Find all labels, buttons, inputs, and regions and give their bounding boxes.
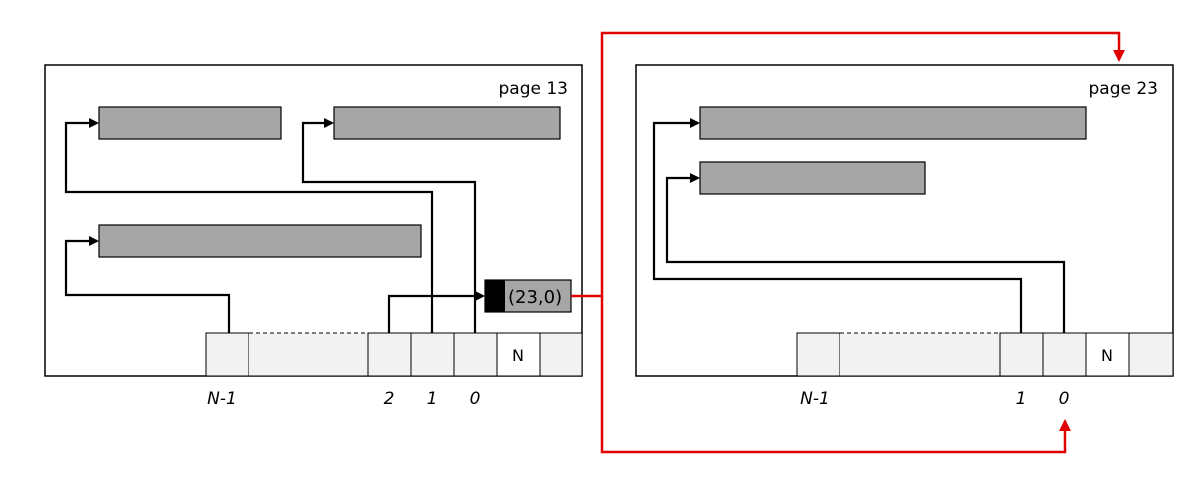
record-slot-1 <box>699 161 926 195</box>
page-23-index-1: 1 <box>1016 389 1027 409</box>
pointer-slot-0 <box>652 118 1023 333</box>
page-13-slot-directory: N <box>205 332 583 377</box>
page-13-index-2: 2 <box>384 389 395 409</box>
slot-gap <box>840 333 1000 376</box>
page-13-index-n-minus-1: N-1 <box>207 389 237 409</box>
slot-free-space-pointer <box>1128 332 1174 377</box>
slot-n-minus-1 <box>205 332 250 377</box>
slot-n-count <box>1085 332 1130 377</box>
slot-1 <box>999 332 1044 377</box>
page-13-index-1: 1 <box>427 389 438 409</box>
forward-pointer-marker <box>485 280 505 312</box>
slot-2 <box>367 332 412 377</box>
forward-link-to-slot-0 <box>600 296 1071 454</box>
page-13: page 13 (23,0) N N-1 2 1 0 <box>44 64 583 409</box>
slot-0 <box>453 332 498 377</box>
slot-1 <box>410 332 455 377</box>
slot-n-minus-1 <box>796 332 841 377</box>
slot-gap <box>249 333 368 376</box>
page-13-title: page 13 <box>499 79 569 99</box>
pointer-slot-0 <box>387 291 485 333</box>
slot-free-space-pointer <box>539 332 583 377</box>
page-23-index-0: 0 <box>1059 389 1070 409</box>
slot-n-count-label: N <box>512 346 524 365</box>
record-slot-0 <box>699 106 1087 140</box>
forward-pointer-record: (23,0) <box>484 279 572 313</box>
page-23: page 23 N N-1 1 0 <box>635 64 1174 409</box>
forward-pointer-label: (23,0) <box>508 287 562 308</box>
record-slot-1 <box>98 106 282 140</box>
pointer-slot-2 <box>301 118 477 333</box>
page-23-index-n-minus-1: N-1 <box>800 389 830 409</box>
slot-0 <box>1042 332 1087 377</box>
pointer-slot-1 <box>64 118 434 333</box>
page-23-slot-directory: N <box>796 332 1174 377</box>
record-slot-n-minus-1 <box>98 224 422 258</box>
forward-link-to-page-23 <box>571 31 1125 298</box>
pointer-slot-n-minus-1 <box>64 236 231 333</box>
page-13-index-0: 0 <box>470 389 481 409</box>
record-slot-2 <box>333 106 561 140</box>
pointer-slot-1 <box>665 173 1066 333</box>
page-23-title: page 23 <box>1089 79 1159 99</box>
slot-n-count-label: N <box>1101 346 1113 365</box>
